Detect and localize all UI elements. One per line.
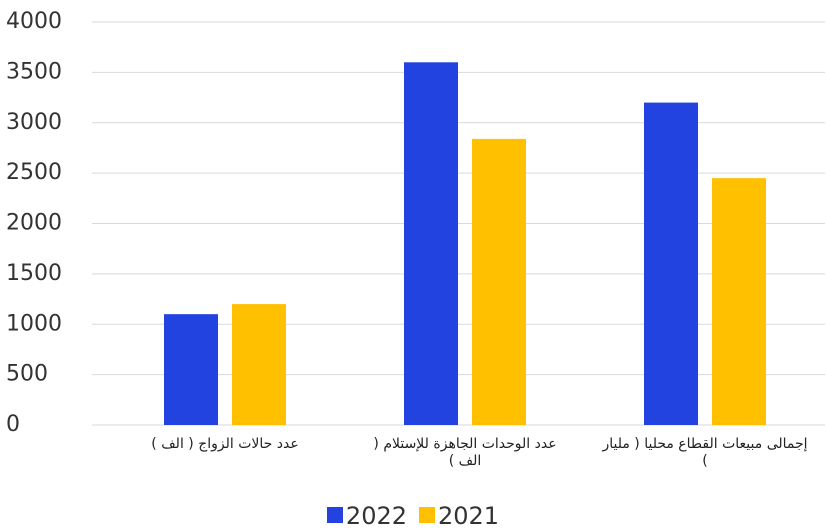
y-tick-label: 2500 [6,160,62,185]
bar [644,102,698,425]
y-tick-label: 3500 [6,59,62,84]
y-tick-label: 500 [6,362,48,387]
legend-swatch [419,507,435,523]
y-tick-label: 3000 [6,110,62,135]
legend-label: 2021 [438,502,500,530]
legend-item: 2022 [326,502,407,530]
y-tick-label: 1500 [6,261,62,286]
y-tick-label: 4000 [6,9,62,34]
bar [712,178,766,425]
y-tick-label: 0 [6,412,20,437]
bar [404,62,458,426]
x-tick-label: عدد الوحدات الجاهزة للإستلام ( الف ) [373,436,557,469]
x-tick-label: إجمالى مبيعات القطاع محليا ( مليار ) [602,436,808,469]
legend-label: 2022 [345,502,407,530]
y-tick-label: 1000 [6,311,62,336]
bar [164,314,218,425]
legend: 2022 2021 [0,502,826,530]
bar [232,304,286,425]
x-tick-label: عدد حالات الزواج ( الف ) [151,436,299,452]
bar [472,138,526,425]
legend-swatch [326,507,343,523]
legend-item: 2021 [419,502,499,530]
y-tick-label: 2000 [6,211,62,236]
